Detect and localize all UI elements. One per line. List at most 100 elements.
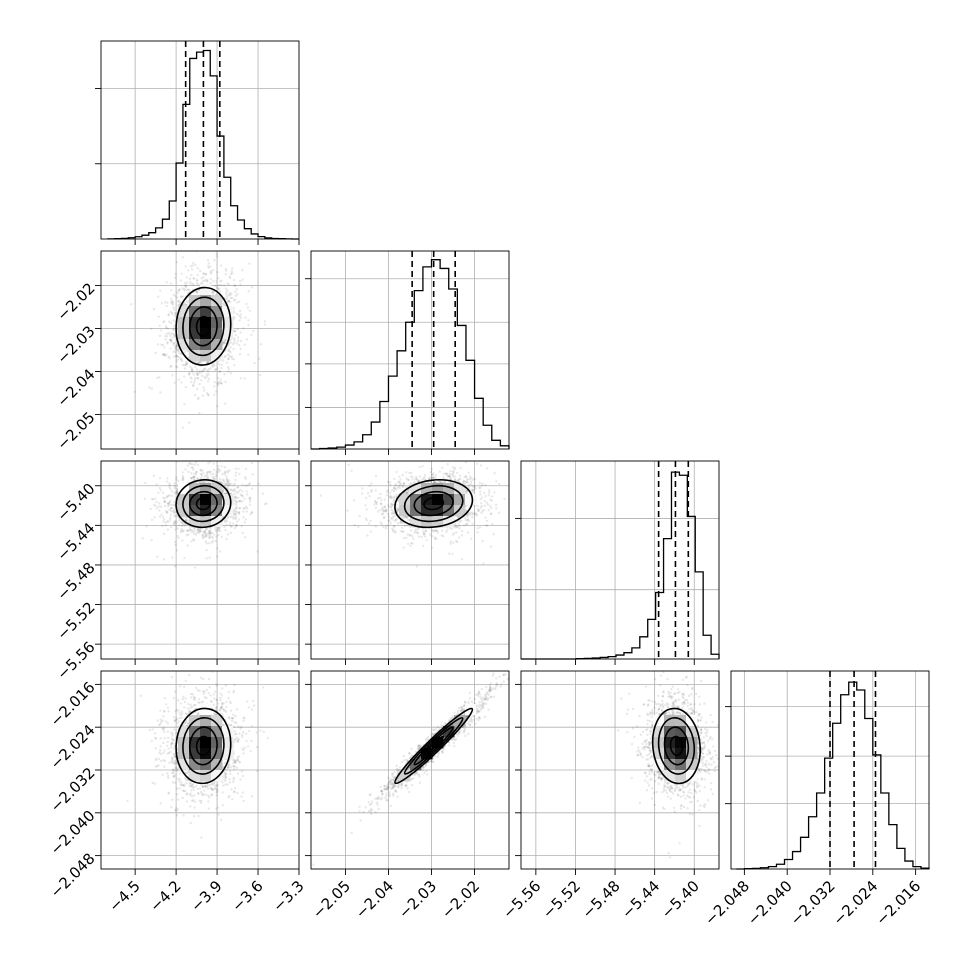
- scatter-point: [173, 500, 176, 504]
- scatter-point: [396, 521, 400, 525]
- scatter-point: [167, 503, 171, 507]
- scatter-point: [234, 513, 237, 516]
- scatter-point: [157, 505, 160, 508]
- scatter-point: [178, 457, 180, 459]
- scatter-point: [218, 527, 221, 530]
- scatter-point: [170, 503, 173, 507]
- scatter-point: [215, 252, 218, 256]
- scatter-point: [217, 283, 220, 287]
- scatter-point: [234, 284, 237, 287]
- scatter-point: [471, 512, 474, 515]
- scatter-point: [233, 311, 236, 314]
- scatter-point: [263, 323, 267, 326]
- scatter-point: [244, 467, 248, 471]
- scatter-point: [187, 470, 190, 474]
- scatter-point: [174, 276, 177, 279]
- histogram-step: [311, 259, 510, 450]
- scatter-point: [495, 507, 498, 510]
- scatter-point: [157, 458, 159, 460]
- scatter-point: [217, 468, 220, 472]
- scatter-point: [170, 339, 173, 342]
- scatter-point: [381, 512, 385, 516]
- scatter-point: [159, 391, 162, 394]
- scatter-point: [166, 342, 169, 345]
- scatter-point: [409, 529, 413, 532]
- scatter-point: [227, 299, 231, 303]
- scatter-point: [160, 343, 163, 346]
- scatter-point: [226, 480, 229, 483]
- scatter-point: [464, 461, 468, 464]
- scatter-point: [233, 508, 237, 511]
- scatter-point: [133, 390, 136, 393]
- scatter-point: [172, 341, 176, 345]
- scatter-point: [159, 489, 163, 492]
- scatter-point: [368, 522, 371, 525]
- scatter-point: [204, 527, 208, 531]
- scatter-point: [184, 468, 187, 471]
- scatter-point: [204, 367, 207, 370]
- scatter-point: [191, 368, 194, 371]
- scatter-point: [210, 531, 214, 535]
- scatter-point: [473, 477, 477, 481]
- scatter-point: [434, 473, 438, 477]
- scatter-point: [200, 276, 204, 280]
- scatter-point: [250, 333, 253, 337]
- scatter-point: [428, 476, 432, 479]
- scatter-point: [176, 491, 179, 494]
- scatter-point: [173, 514, 176, 517]
- scatter-point: [465, 522, 468, 526]
- scatter-point: [225, 537, 228, 541]
- scatter-point: [393, 498, 396, 502]
- density-cell: [211, 350, 223, 362]
- scatter-point: [415, 477, 419, 481]
- scatter-point: [185, 362, 189, 365]
- scatter-point: [180, 381, 183, 384]
- scatter-point: [204, 272, 208, 276]
- scatter-point: [188, 462, 191, 465]
- scatter-point: [234, 474, 238, 477]
- scatter-point: [443, 480, 447, 484]
- scatter-point: [248, 497, 251, 500]
- scatter-point: [239, 316, 243, 319]
- scatter-point: [154, 504, 157, 508]
- scatter-point: [219, 283, 223, 287]
- scatter-point: [175, 549, 179, 552]
- panel-frame: [100, 250, 300, 450]
- scatter-point: [204, 474, 207, 477]
- scatter-point: [208, 470, 211, 473]
- scatter-point: [393, 515, 396, 518]
- scatter-point: [485, 519, 489, 523]
- scatter-point: [172, 511, 176, 515]
- scatter-point: [414, 477, 417, 481]
- scatter-point: [168, 485, 171, 489]
- scatter-point: [243, 536, 247, 539]
- scatter-point: [229, 338, 232, 342]
- scatter-point: [227, 354, 231, 357]
- scatter-point: [448, 475, 452, 478]
- scatter-point: [182, 287, 186, 291]
- scatter-point: [181, 256, 185, 259]
- scatter-point: [173, 314, 176, 317]
- scatter-point: [478, 526, 482, 529]
- scatter-point: [230, 482, 233, 486]
- scatter-point: [393, 488, 397, 491]
- scatter-point: [460, 534, 464, 537]
- scatter-point: [197, 396, 200, 399]
- scatter-point: [390, 502, 393, 506]
- scatter-point: [199, 530, 203, 533]
- scatter-point: [171, 328, 175, 331]
- scatter-point: [252, 329, 255, 333]
- scatter-point: [207, 262, 210, 265]
- scatter-point: [173, 350, 177, 354]
- scatter-point: [227, 357, 230, 361]
- scatter-point: [186, 519, 190, 522]
- scatter-point: [203, 375, 206, 379]
- density-cell: [200, 494, 212, 506]
- scatter-point: [197, 377, 200, 380]
- scatter-point: [145, 525, 148, 528]
- scatter-point: [152, 474, 156, 477]
- scatter-point: [384, 509, 388, 512]
- scatter-point: [386, 504, 390, 507]
- scatter-point: [168, 501, 171, 504]
- scatter-point: [482, 491, 486, 495]
